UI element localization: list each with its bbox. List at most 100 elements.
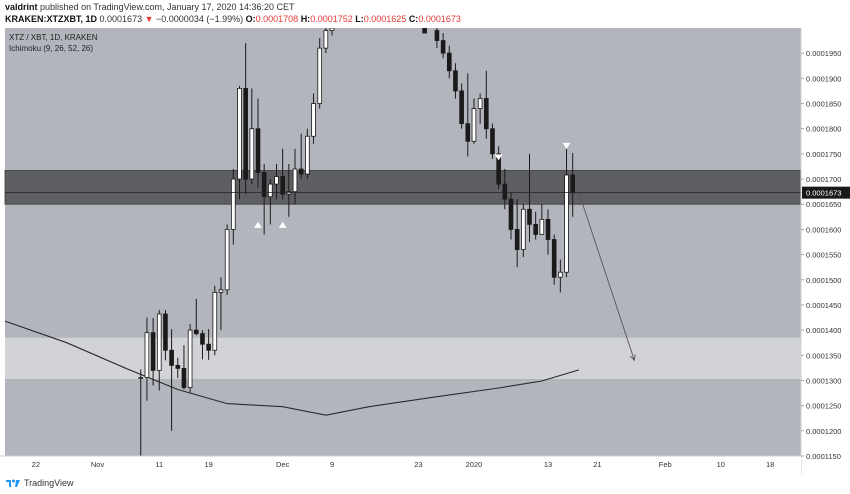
candle-body (471, 108, 477, 142)
candle (206, 329, 211, 360)
candle (144, 317, 150, 401)
y-tick-label: 0.0001800 (806, 125, 841, 134)
x-tick-label: 2020 (466, 460, 483, 469)
high-label: H: (300, 14, 311, 24)
candle (150, 318, 156, 386)
candle (446, 45, 452, 79)
candle-body (237, 88, 242, 180)
footer: TradingView (0, 474, 850, 494)
y-tick-label: 0.0001950 (806, 49, 841, 58)
candle (311, 93, 316, 144)
candle (539, 204, 545, 235)
candle-body (483, 98, 489, 130)
candle (545, 209, 551, 255)
candle-body (490, 128, 495, 155)
publisher-name[interactable]: valdrint (5, 2, 38, 12)
candle (317, 38, 323, 109)
candle-body (570, 174, 576, 194)
open-label: O: (245, 14, 256, 24)
candle (212, 285, 218, 356)
candle (477, 93, 483, 124)
x-tick-label: 18 (766, 460, 774, 469)
x-tick-label: 23 (414, 460, 422, 469)
candle-body (508, 198, 514, 230)
candle-body (255, 128, 261, 173)
tradingview-logo[interactable]: TradingView (6, 478, 74, 488)
candle (298, 133, 304, 180)
candle (533, 211, 538, 240)
candle-body (230, 178, 236, 230)
candle (169, 329, 174, 431)
candle-body (440, 40, 446, 54)
candle (175, 357, 181, 378)
marker-down-icon (562, 142, 571, 149)
current-price-label: 0.0001673 (806, 189, 841, 198)
price-axis (801, 28, 850, 474)
y-tick-label: 0.0001300 (806, 376, 841, 385)
candle-body (181, 367, 187, 388)
candle-body (261, 172, 267, 198)
candle (471, 98, 477, 144)
y-tick-label: 0.0001250 (806, 402, 841, 411)
tradingview-icon (6, 479, 20, 487)
low-label: L: (355, 14, 364, 24)
candle-body (200, 333, 205, 345)
candle-body (175, 364, 181, 369)
y-tick-label: 0.0001500 (806, 276, 841, 285)
candle (230, 168, 236, 245)
x-tick-label: 22 (32, 460, 40, 469)
candle-body (156, 313, 162, 371)
candle-body (459, 90, 464, 125)
x-tick-label: 11 (155, 460, 163, 469)
x-tick-label: 13 (544, 460, 552, 469)
marker-up-icon (278, 221, 287, 228)
low-value: 0.0001625 (363, 14, 407, 24)
y-tick-label: 0.0001550 (806, 251, 841, 260)
candle-body (446, 52, 452, 72)
legend-indicator[interactable]: Ichimoku (9, 26, 52, 26) (9, 44, 93, 53)
candle (440, 33, 446, 59)
candle-body (311, 103, 316, 137)
candle (292, 148, 298, 205)
candle-body (206, 343, 211, 351)
candle (243, 43, 248, 195)
candle (249, 88, 255, 185)
candle-body (150, 332, 156, 371)
candle-body (465, 123, 471, 142)
candle-body (545, 218, 551, 240)
candle (156, 309, 162, 391)
x-tick-label: 9 (330, 460, 334, 469)
candle-body (298, 168, 304, 175)
candle-body (564, 174, 569, 273)
candle-body (249, 128, 255, 180)
y-tick-label: 0.0001750 (806, 150, 841, 159)
candle-body (453, 70, 458, 92)
open-value: 0.0001708 (255, 14, 299, 24)
candle-body (243, 88, 248, 180)
ohlc-line: KRAKEN:XTZXBT, 1D 0.0001673 ▼ −0.0000034… (5, 14, 461, 24)
y-tick-label: 0.0001700 (806, 175, 841, 184)
candle (551, 234, 557, 285)
candle-body (317, 47, 323, 104)
plot-background[interactable] (5, 28, 801, 456)
candle-body (533, 223, 538, 235)
candle-body (514, 229, 520, 250)
candle-body (280, 176, 285, 195)
candle-body (212, 291, 218, 351)
candle (255, 98, 261, 188)
y-tick-label: 0.0001350 (806, 351, 841, 360)
x-tick-label: Feb (659, 460, 672, 469)
candle (224, 224, 230, 295)
candlestick-chart[interactable]: 0.0001950 0.0001900 0.0001850 0.0001800 0.00… (0, 28, 850, 474)
candle (181, 345, 187, 390)
price-change: −0.0000034 (−1.99%) (156, 14, 244, 24)
last-price: 0.0001673 (99, 14, 143, 24)
candle (558, 259, 563, 293)
candle-body (144, 332, 150, 378)
candle (280, 148, 285, 200)
marker-up-icon (253, 221, 262, 228)
candle (200, 330, 205, 360)
candle-body (292, 168, 298, 193)
candle (218, 277, 224, 331)
candle (261, 163, 267, 235)
